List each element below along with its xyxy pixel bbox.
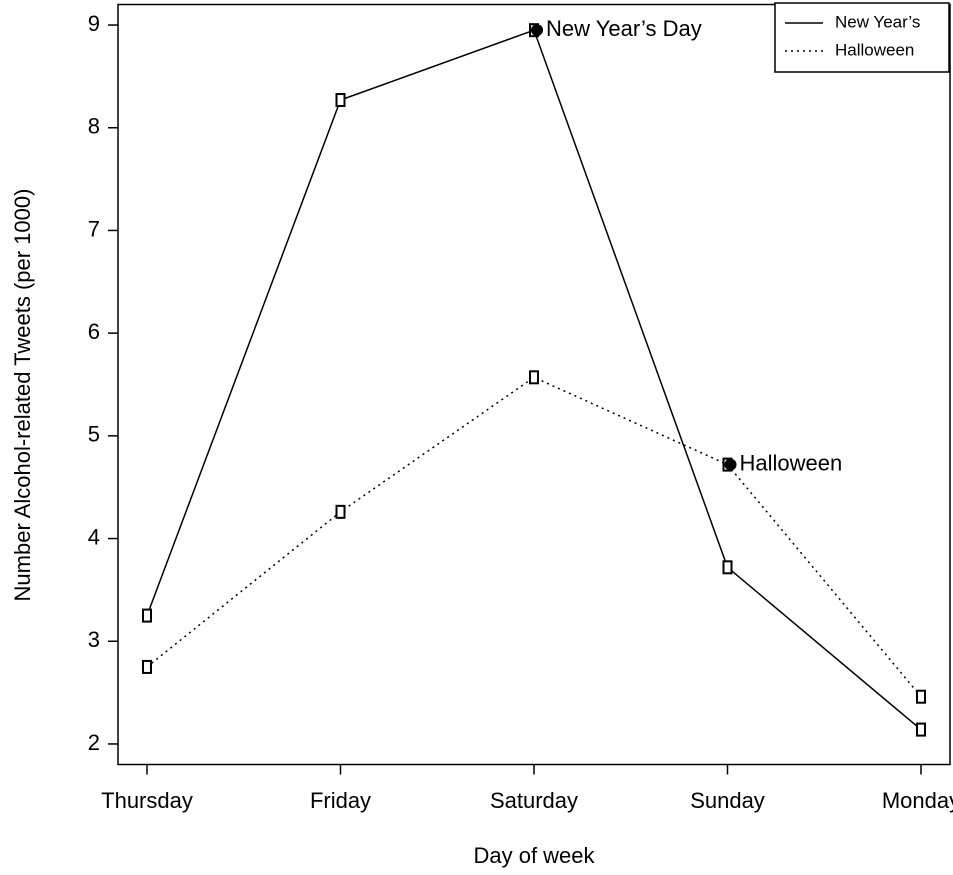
- annotation: Halloween: [740, 450, 843, 475]
- legend-label: Halloween: [835, 40, 914, 59]
- point-marker: [142, 608, 152, 623]
- point-marker: [916, 722, 926, 737]
- annotation: New Year’s Day: [546, 16, 702, 41]
- y-tick-label: 2: [88, 730, 100, 755]
- y-tick-label: 4: [88, 524, 100, 549]
- point-marker: [335, 504, 346, 519]
- x-tick-label: Friday: [310, 788, 371, 813]
- y-tick-label: 3: [88, 627, 100, 652]
- plot-frame: [117, 3, 951, 766]
- x-tick-label: Thursday: [101, 788, 193, 813]
- x-tick-label: Saturday: [490, 788, 578, 813]
- legend-box: [774, 2, 950, 73]
- y-tick-label: 7: [88, 216, 100, 241]
- y-tick-label: 9: [88, 11, 100, 36]
- legend-label: New Year’s: [835, 12, 920, 31]
- x-tick-label: Monday: [882, 788, 953, 813]
- y-tick-label: 6: [88, 319, 100, 344]
- annotation-dot: [724, 458, 737, 471]
- point-marker: [335, 93, 346, 108]
- point-marker: [529, 370, 539, 385]
- y-axis-title: Number Alcohol-related Tweets (per 1000): [10, 189, 35, 602]
- point-marker: [916, 689, 926, 704]
- x-axis-title: Day of week: [473, 843, 595, 868]
- y-tick-label: 8: [88, 114, 100, 139]
- annotation-dot: [531, 24, 543, 37]
- series-line: [146, 376, 922, 698]
- point-marker: [722, 560, 733, 575]
- x-tick-label: Sunday: [690, 788, 765, 813]
- point-marker: [142, 659, 152, 674]
- y-tick-label: 5: [88, 422, 100, 447]
